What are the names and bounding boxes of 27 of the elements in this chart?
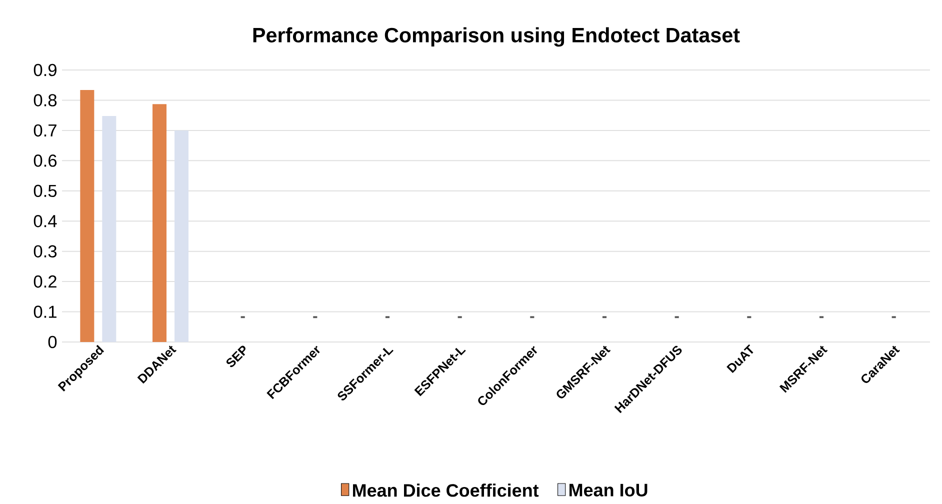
bar	[174, 130, 189, 342]
bar	[80, 90, 94, 342]
legend-label: Mean Dice Coefficient	[353, 484, 539, 497]
y-tick-label: 0.8	[34, 94, 57, 106]
text: -	[892, 316, 896, 318]
y-tick-label: 0.6	[34, 154, 57, 167]
chart-title: Performance Comparison using Endotect Dataset	[253, 27, 740, 47]
y-tick-label: 0.5	[34, 184, 57, 198]
text: -	[313, 316, 318, 318]
text: -	[747, 316, 752, 318]
bar	[102, 116, 116, 342]
bar	[152, 104, 167, 342]
y-tick-label: 0.1	[34, 306, 56, 318]
text: -	[458, 316, 462, 318]
text: -	[240, 316, 245, 318]
y-tick-label: 0.4	[34, 214, 57, 228]
text: -	[674, 316, 679, 318]
legend-label: Mean IoU	[570, 484, 648, 496]
y-tick-label: 0.9	[34, 64, 56, 76]
text: -	[530, 316, 534, 318]
y-tick-label: 0.3	[34, 245, 57, 258]
y-tick-label: 0.7	[34, 124, 56, 137]
y-tick-label: 0.2	[34, 275, 56, 288]
text: -	[602, 316, 607, 318]
y-tick-label: 0	[48, 336, 57, 348]
text: -	[385, 316, 390, 318]
text: -	[819, 316, 824, 318]
